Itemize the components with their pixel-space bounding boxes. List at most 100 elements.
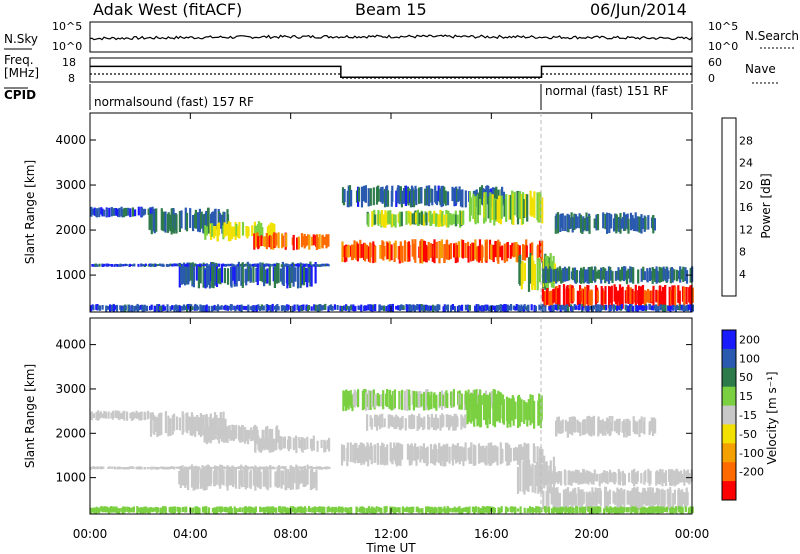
echo-mark xyxy=(122,506,125,514)
echo-mark xyxy=(367,390,370,411)
echo-mark xyxy=(217,268,220,283)
echo-mark xyxy=(651,290,654,303)
echo-mark xyxy=(555,471,558,483)
echo-mark xyxy=(473,403,476,427)
echo-mark xyxy=(328,507,331,512)
echo-mark xyxy=(305,236,308,246)
colorbar-label: 200 xyxy=(739,333,760,346)
echo-mark xyxy=(129,413,132,419)
echo-mark xyxy=(622,490,625,505)
echo-mark xyxy=(655,270,658,284)
echo-mark xyxy=(293,469,296,484)
y-tick-label: 2000 xyxy=(55,426,86,440)
echo-mark xyxy=(262,264,265,266)
echo-mark xyxy=(212,211,215,229)
echo-mark xyxy=(448,417,451,429)
echo-mark xyxy=(254,436,257,453)
echo-mark xyxy=(657,471,660,484)
echo-mark xyxy=(604,286,607,305)
echo-mark xyxy=(523,199,526,218)
echo-mark xyxy=(607,266,611,284)
echo-mark xyxy=(294,467,297,470)
echo-mark xyxy=(178,211,181,232)
echo-mark xyxy=(482,305,485,312)
nsky-trace xyxy=(89,34,693,41)
echo-mark xyxy=(207,507,210,514)
echo-mark xyxy=(647,487,650,506)
echo-mark xyxy=(293,263,296,267)
echo-mark xyxy=(358,306,361,311)
echo-mark xyxy=(656,490,659,507)
echo-mark xyxy=(323,236,326,245)
echo-mark xyxy=(506,400,509,428)
echo-mark xyxy=(363,389,366,410)
echo-mark xyxy=(237,263,240,267)
echo-mark xyxy=(620,218,623,229)
echo-mark xyxy=(233,266,236,285)
echo-mark xyxy=(555,213,558,229)
echo-mark xyxy=(257,304,260,310)
echo-mark xyxy=(461,189,464,208)
echo-mark xyxy=(427,241,430,261)
echo-mark xyxy=(636,486,639,510)
echo-mark xyxy=(415,447,418,466)
echo-mark xyxy=(523,262,526,281)
echo-mark xyxy=(240,263,243,267)
echo-mark xyxy=(541,197,544,224)
colorbar-label: 16 xyxy=(739,201,753,214)
echo-mark xyxy=(579,490,582,511)
echo-mark xyxy=(117,209,120,217)
echo-mark xyxy=(238,507,241,512)
colorbar-label: 15 xyxy=(739,390,753,403)
echo-mark xyxy=(390,304,393,311)
echo-mark xyxy=(361,390,364,411)
echo-mark xyxy=(653,218,656,231)
echo-mark xyxy=(393,389,396,409)
echo-mark xyxy=(442,394,445,406)
echo-mark xyxy=(134,209,137,217)
echo-mark xyxy=(370,418,373,430)
echo-mark xyxy=(229,263,232,266)
echo-mark xyxy=(548,471,551,484)
velocity-colorbar-title: Velocity [m s⁻¹] xyxy=(765,371,779,464)
echo-mark xyxy=(173,506,177,513)
echo-mark xyxy=(550,268,553,283)
echo-mark xyxy=(578,304,581,310)
echo-mark xyxy=(372,304,375,310)
echo-mark xyxy=(657,290,660,309)
echo-mark xyxy=(531,463,534,493)
echo-mark xyxy=(643,506,646,514)
echo-mark xyxy=(433,306,436,310)
echo-mark xyxy=(629,212,633,231)
echo-mark xyxy=(477,192,480,215)
echo-mark xyxy=(507,306,510,310)
echo-mark xyxy=(306,263,309,267)
echo-mark xyxy=(458,305,461,312)
echo-mark xyxy=(643,271,646,281)
echo-mark xyxy=(408,445,411,466)
echo-mark xyxy=(554,487,557,508)
echo-mark xyxy=(523,442,526,461)
echo-mark xyxy=(203,469,206,491)
echo-mark xyxy=(125,207,128,217)
echo-mark xyxy=(474,196,477,225)
echo-mark xyxy=(296,304,299,311)
echo-mark xyxy=(255,267,258,282)
echo-mark xyxy=(556,304,559,311)
echo-mark xyxy=(566,421,569,438)
echo-mark xyxy=(456,417,459,427)
echo-mark xyxy=(568,288,571,307)
nsky-tick-bottom-right: 10^0 xyxy=(708,40,738,53)
echo-mark xyxy=(650,491,653,504)
echo-mark xyxy=(485,394,488,425)
echo-mark xyxy=(147,208,150,215)
echo-mark xyxy=(409,415,412,429)
echo-mark xyxy=(452,389,455,407)
echo-mark xyxy=(401,389,404,411)
echo-mark xyxy=(639,286,642,308)
echo-mark xyxy=(200,468,203,489)
echo-mark xyxy=(614,270,617,281)
echo-mark xyxy=(293,507,296,514)
echo-mark xyxy=(199,413,202,438)
